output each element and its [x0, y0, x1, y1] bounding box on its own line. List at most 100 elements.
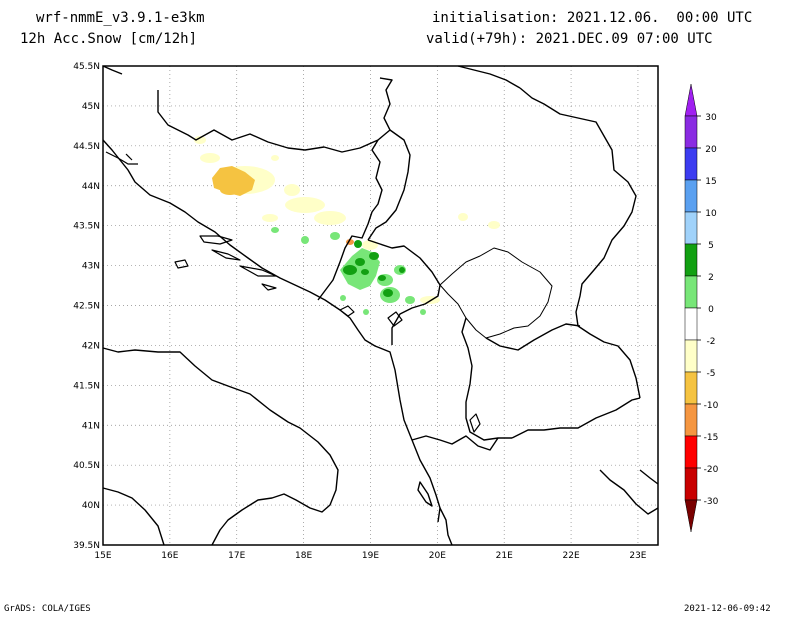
istria-coast	[102, 65, 123, 75]
colorbar-segment	[684, 435, 698, 469]
greece-coast	[599, 469, 659, 515]
snow-area-light	[362, 240, 378, 250]
colorbar-label: 30	[705, 113, 717, 123]
colorbar-label: 15	[705, 177, 716, 187]
colorbar-label: 10	[705, 209, 717, 219]
lat-tick-label: 44N	[82, 182, 100, 192]
snow-area-green	[363, 309, 369, 315]
colorbar-label: 20	[705, 145, 717, 155]
colorbar-segment	[684, 147, 698, 181]
snow-area-green	[340, 248, 380, 290]
lon-tick-label: 19E	[362, 551, 379, 561]
snow-area-green	[271, 227, 279, 233]
snow-area-green	[340, 295, 346, 301]
colorbar-segment	[684, 275, 698, 309]
snow-area-dark	[378, 275, 386, 281]
colorbar-segment	[684, 371, 698, 405]
lat-tick-label: 41.5N	[73, 381, 100, 391]
colorbar-segment	[684, 243, 698, 277]
dalmatian-island	[105, 151, 138, 165]
colorbar-top-arrow	[684, 83, 698, 117]
snow-area-light	[314, 211, 346, 225]
snow-area-light	[488, 221, 500, 229]
snow-area-dark	[354, 240, 362, 248]
bosnia-south-border	[317, 139, 383, 301]
snow-area-dark	[369, 252, 379, 260]
colorbar-segment	[684, 339, 698, 373]
snow-area-green	[330, 232, 340, 240]
snow-fields	[194, 136, 500, 315]
coastlines-borders	[102, 65, 659, 546]
colorbar-segment	[684, 179, 698, 213]
lon-tick-label: 20E	[429, 551, 446, 561]
longitude-labels: 15E 16E 17E 18E 19E 20E 21E 22E 23E	[94, 551, 646, 561]
lat-tick-label: 45N	[82, 102, 100, 112]
lat-tick-label: 40.5N	[73, 461, 100, 471]
snow-area-light	[271, 155, 279, 161]
colorbar-segment	[684, 211, 698, 245]
colorbar-label: -15	[704, 433, 719, 443]
snow-area-dark	[355, 258, 365, 266]
adriatic-east-coast	[102, 139, 441, 523]
valid-time: valid(+79h): 2021.DEC.09 07:00 UTC	[426, 31, 713, 47]
colorbar-segment	[684, 115, 698, 149]
lat-tick-label: 42N	[82, 341, 100, 351]
snow-area-green	[301, 236, 309, 244]
kosovo-border	[439, 247, 553, 339]
lon-tick-label: 22E	[563, 551, 580, 561]
macedonia-greece-border	[511, 397, 641, 439]
colorbar-label: -2	[707, 337, 716, 347]
colorbar-label: -30	[704, 497, 719, 507]
colorbar-label: 0	[708, 305, 714, 315]
italy-coast	[102, 347, 339, 546]
dalmatian-island	[174, 259, 189, 269]
snow-area-dark	[361, 269, 369, 275]
lon-tick-label: 16E	[161, 551, 178, 561]
colorbar-label: -20	[704, 465, 719, 475]
dalmatian-island	[239, 265, 277, 277]
lat-tick-label: 43N	[82, 262, 100, 272]
croatia-bosnia-border	[157, 77, 393, 153]
albania-greece-border	[411, 435, 499, 451]
lat-tick-label: 39.5N	[73, 541, 100, 551]
snow-area-green	[405, 296, 415, 304]
init-time: initialisation: 2021.12.06. 00:00 UTC	[432, 10, 753, 26]
dalmatian-island	[261, 283, 277, 291]
colorbar-label: 5	[708, 241, 714, 251]
snow-area-dark	[383, 289, 393, 297]
snow-area-light	[458, 213, 468, 221]
albania-east-border	[461, 317, 512, 441]
lat-tick-label: 44.5N	[73, 142, 100, 152]
lon-tick-label: 23E	[629, 551, 646, 561]
colorbar-segment	[684, 307, 698, 341]
serbia-north-border	[457, 65, 521, 89]
lat-tick-label: 42.5N	[73, 302, 100, 312]
lat-tick-label: 45.5N	[73, 62, 100, 72]
footer-software: GrADS: COLA/IGES	[4, 604, 91, 614]
snow-area-light	[284, 184, 300, 196]
dalmatian-island	[125, 153, 133, 161]
lake-ohrid	[469, 413, 481, 433]
snow-area-light	[200, 153, 220, 163]
field-name: 12h Acc.Snow [cm/12h]	[20, 31, 198, 47]
lat-tick-label: 41N	[82, 421, 100, 431]
macedonia-north-border	[485, 323, 581, 351]
snow-area-dark	[399, 267, 405, 273]
lon-tick-label: 18E	[295, 551, 312, 561]
colorbar-bottom-arrow	[684, 499, 698, 533]
lake-skadar	[387, 311, 403, 327]
lon-tick-label: 21E	[496, 551, 513, 561]
map-frame	[102, 65, 659, 546]
colorbar-label: -5	[707, 369, 716, 379]
corfu-island	[417, 481, 433, 507]
snow-area-light	[194, 136, 206, 144]
dalmatian-island	[211, 249, 241, 261]
snow-area-green	[420, 309, 426, 315]
lat-tick-label: 43.5N	[73, 222, 100, 232]
latitude-labels: 45.5N 45N 44.5N 44N 43.5N 43N 42.5N 42N 41.5N 41N…	[73, 62, 100, 551]
dalmatian-island	[199, 235, 233, 245]
model-name: wrf-nmmE_v3.9.1-e3km	[36, 10, 205, 26]
italy-heel	[102, 487, 165, 546]
